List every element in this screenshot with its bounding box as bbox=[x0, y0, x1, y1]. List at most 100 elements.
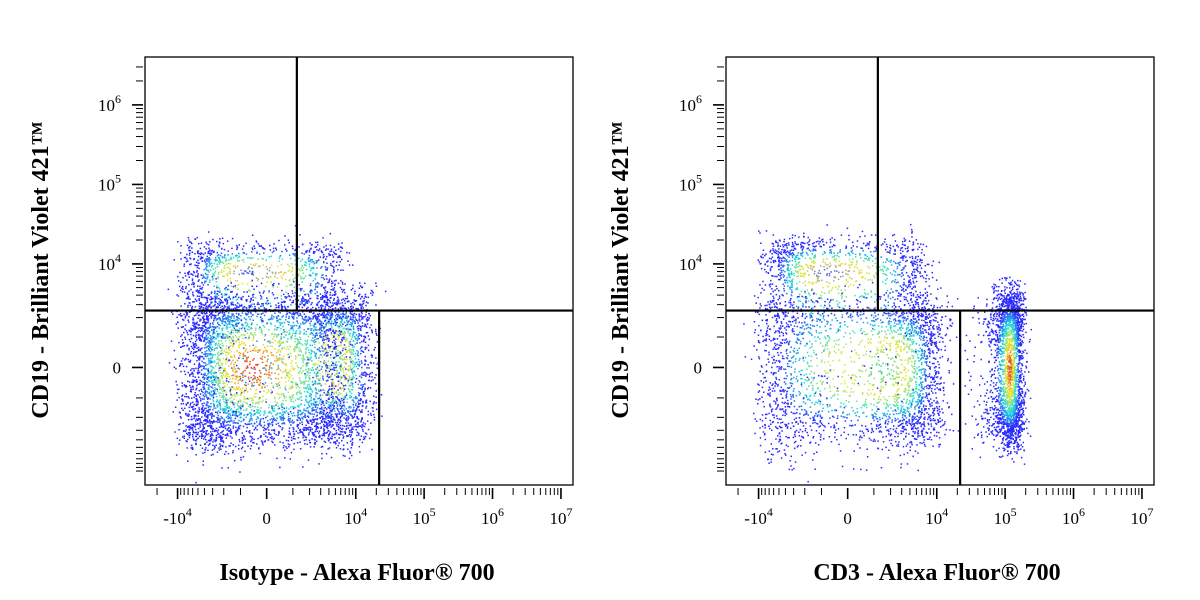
event-dot bbox=[223, 294, 226, 296]
event-dot bbox=[270, 412, 273, 415]
event-dot bbox=[317, 337, 319, 340]
event-dot bbox=[314, 352, 316, 354]
event-dot bbox=[342, 436, 345, 438]
event-dot bbox=[343, 327, 345, 329]
event-dot bbox=[195, 394, 197, 397]
event-dot bbox=[292, 435, 295, 438]
event-dot bbox=[192, 436, 194, 438]
event-dot bbox=[338, 412, 341, 414]
event-dot bbox=[226, 351, 228, 353]
event-dot bbox=[234, 371, 236, 374]
event-dot bbox=[340, 352, 342, 354]
event-dot bbox=[213, 304, 216, 307]
event-dot bbox=[254, 376, 256, 378]
event-dot bbox=[343, 347, 345, 349]
event-dot bbox=[350, 392, 353, 395]
event-dot bbox=[334, 290, 337, 293]
event-dot bbox=[248, 398, 250, 401]
event-dot bbox=[350, 313, 353, 316]
event-dot bbox=[341, 337, 344, 339]
event-dot bbox=[314, 329, 317, 331]
event-dot bbox=[299, 377, 301, 379]
event-dot bbox=[193, 271, 196, 274]
event-dot bbox=[243, 414, 245, 417]
event-dot bbox=[222, 308, 224, 310]
event-dot bbox=[341, 424, 344, 427]
event-dot bbox=[324, 301, 327, 303]
event-dot bbox=[361, 346, 363, 348]
event-dot bbox=[246, 299, 248, 301]
event-dot bbox=[342, 298, 344, 300]
event-dot bbox=[305, 264, 307, 267]
event-dot bbox=[334, 291, 336, 293]
event-dot bbox=[307, 410, 310, 412]
event-dot bbox=[200, 380, 203, 382]
event-dot bbox=[356, 416, 359, 419]
event-dot bbox=[361, 386, 364, 389]
event-dot bbox=[353, 416, 356, 418]
event-dot bbox=[211, 313, 213, 316]
event-dot bbox=[222, 386, 224, 389]
event-dot bbox=[213, 393, 216, 395]
event-dot bbox=[196, 438, 198, 441]
event-dot bbox=[203, 325, 205, 327]
event-dot bbox=[346, 301, 349, 303]
event-dot bbox=[209, 241, 211, 243]
event-dot bbox=[318, 463, 320, 465]
event-dot bbox=[202, 367, 205, 370]
event-dot bbox=[196, 384, 198, 387]
event-dot bbox=[325, 412, 328, 415]
event-dot bbox=[338, 380, 341, 383]
event-dot bbox=[231, 328, 233, 331]
event-dot bbox=[308, 359, 310, 361]
event-dot bbox=[328, 281, 330, 283]
event-dot bbox=[209, 326, 211, 329]
event-dot bbox=[328, 328, 331, 330]
event-dot bbox=[318, 249, 320, 252]
event-dot bbox=[239, 379, 241, 381]
event-dot bbox=[238, 411, 241, 413]
event-dot bbox=[298, 372, 301, 374]
event-dot bbox=[188, 249, 190, 252]
event-dot bbox=[331, 345, 333, 348]
event-dot bbox=[188, 406, 190, 409]
event-dot bbox=[240, 327, 243, 330]
event-dot bbox=[204, 391, 207, 393]
event-dot bbox=[219, 317, 221, 320]
event-dot bbox=[186, 292, 189, 294]
event-dot bbox=[240, 380, 243, 382]
event-dot bbox=[294, 355, 297, 357]
event-dot bbox=[253, 385, 255, 387]
event-dot bbox=[252, 334, 254, 336]
event-dot bbox=[246, 360, 248, 363]
event-dot bbox=[340, 376, 343, 379]
event-dot bbox=[305, 424, 307, 427]
event-dot bbox=[321, 366, 323, 368]
event-dot bbox=[324, 414, 326, 416]
event-dot bbox=[206, 434, 208, 436]
event-dot bbox=[193, 301, 195, 303]
event-dot bbox=[340, 397, 343, 400]
event-dot bbox=[228, 426, 230, 429]
event-dot bbox=[204, 280, 206, 283]
event-dot bbox=[361, 312, 363, 315]
event-dot bbox=[365, 407, 367, 409]
event-dot bbox=[304, 316, 306, 319]
event-dot bbox=[280, 419, 283, 421]
event-dot bbox=[367, 335, 370, 337]
event-dot bbox=[304, 263, 306, 266]
event-dot bbox=[199, 247, 202, 250]
event-dot bbox=[174, 406, 177, 408]
event-dot bbox=[214, 272, 216, 274]
event-dot bbox=[309, 357, 312, 360]
event-dot bbox=[220, 363, 223, 365]
event-dot bbox=[181, 394, 184, 396]
event-dot bbox=[375, 402, 377, 404]
event-dot bbox=[310, 303, 312, 306]
event-dot bbox=[211, 348, 213, 351]
event-dot bbox=[339, 256, 341, 259]
event-dot bbox=[271, 354, 273, 356]
event-dot bbox=[351, 444, 353, 446]
event-dot bbox=[318, 306, 320, 309]
event-dot bbox=[337, 401, 339, 404]
